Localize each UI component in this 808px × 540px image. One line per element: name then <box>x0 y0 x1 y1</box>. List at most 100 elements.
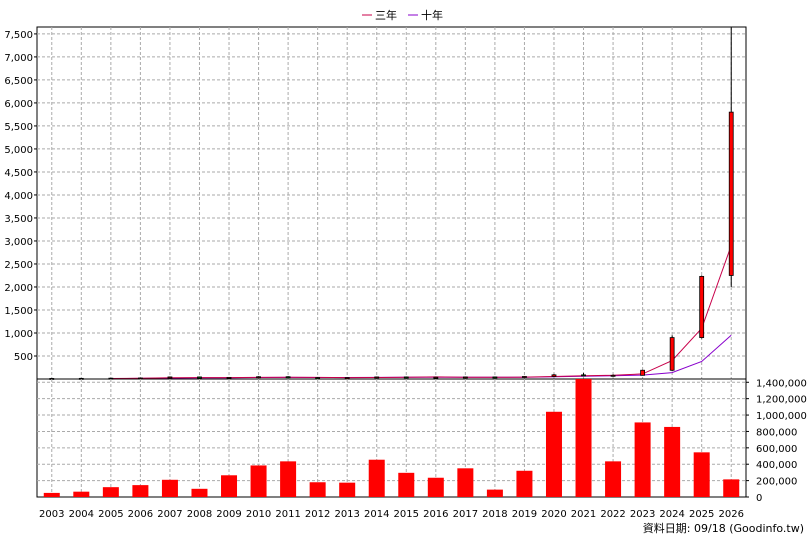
volume-bar <box>280 461 297 497</box>
volume-tick-label: 600,000 <box>756 444 797 455</box>
volume-tick-label: 800,000 <box>756 427 797 438</box>
volume-bar <box>693 452 710 497</box>
footer-source: 資料日期: 09/18 (Goodinfo.tw) <box>643 521 804 535</box>
price-tick-label: 7,500 <box>4 30 33 41</box>
x-tick-label: 2004 <box>69 509 94 520</box>
candle-body <box>610 374 616 377</box>
candle-body <box>256 376 261 379</box>
price-tick-label: 2,000 <box>4 283 33 294</box>
volume-bar <box>43 492 60 497</box>
volume-bar <box>339 482 356 497</box>
volume-bar <box>427 477 444 497</box>
candle-body <box>433 376 439 379</box>
volume-bar <box>102 487 119 497</box>
candle-body <box>403 376 409 379</box>
volume-bar <box>634 422 651 497</box>
volume-bar <box>132 485 149 497</box>
x-tick-label: 2026 <box>719 509 744 520</box>
x-axis: 2003 2004 2005 2006 2007 2008 2009 2010 2011 2012… <box>39 509 744 520</box>
moving-average-lines <box>110 245 732 380</box>
volume-tick-label: 200,000 <box>756 477 797 488</box>
volume-bar <box>457 468 474 497</box>
x-tick-label: 2017 <box>453 509 478 520</box>
x-tick-label: 2006 <box>128 509 153 520</box>
candle-body <box>728 111 734 276</box>
volume-tick-label: 1,400,000 <box>756 378 807 389</box>
price-tick-label: 5,000 <box>4 145 33 156</box>
price-tick-label: 3,000 <box>4 237 33 248</box>
volume-bar <box>161 479 178 497</box>
x-tick-label: 2021 <box>571 509 596 520</box>
price-y-axis: 500 1,000 1,500 2,000 2,500 3,000 3,500 4,000 4,… <box>4 30 37 363</box>
volume-bar <box>398 472 415 497</box>
volume-bar <box>191 488 208 497</box>
legend: 三年 十年 <box>362 8 443 22</box>
volume-bar <box>73 491 90 497</box>
x-tick-label: 2023 <box>630 509 655 520</box>
candle-body <box>551 374 557 377</box>
x-tick-label: 2010 <box>246 509 271 520</box>
x-tick-label: 2008 <box>187 509 212 520</box>
volume-tick-label: 1,000,000 <box>756 411 807 422</box>
candle-body <box>699 275 705 338</box>
volume-grid <box>37 379 746 497</box>
price-tick-label: 4,000 <box>4 191 33 202</box>
x-tick-label: 2022 <box>600 509 625 520</box>
x-tick-label: 2024 <box>659 509 684 520</box>
price-tick-label: 6,000 <box>4 99 33 110</box>
volume-bar <box>605 461 622 497</box>
x-tick-label: 2009 <box>216 509 241 520</box>
x-tick-label: 2018 <box>482 509 507 520</box>
candle-body <box>581 374 586 377</box>
volume-bar <box>221 475 238 497</box>
price-tick-label: 2,500 <box>4 260 33 271</box>
price-tick-label: 500 <box>14 352 33 363</box>
candle-body <box>344 377 350 380</box>
volume-tick-label: 400,000 <box>756 460 797 471</box>
candle-body <box>374 376 380 379</box>
volume-tick-label: 1,200,000 <box>756 395 807 406</box>
volume-bars <box>43 379 740 497</box>
price-tick-label: 6,500 <box>4 76 33 87</box>
legend-label-ma10: 十年 <box>421 8 443 22</box>
volume-bar <box>664 426 681 497</box>
volume-panel-frame <box>36 378 747 498</box>
x-tick-label: 2014 <box>364 509 389 520</box>
volume-bar <box>516 470 533 497</box>
volume-y-axis: 0 200,000 400,000 600,000 800,000 1,000,000 1,… <box>746 378 807 504</box>
candle-body <box>226 376 232 379</box>
x-tick-label: 2003 <box>39 509 64 520</box>
legend-label-ma3: 三年 <box>375 8 397 22</box>
ma3-line <box>110 245 732 379</box>
x-tick-label: 2025 <box>689 509 714 520</box>
volume-bar <box>545 411 562 497</box>
price-grid <box>37 27 746 379</box>
volume-tick-label: 0 <box>756 493 762 504</box>
x-tick-label: 2016 <box>423 509 448 520</box>
x-tick-label: 2015 <box>394 509 419 520</box>
candle-body <box>492 376 498 379</box>
x-tick-label: 2013 <box>334 509 359 520</box>
volume-bar <box>723 479 740 497</box>
volume-bar <box>368 459 385 497</box>
price-tick-label: 4,500 <box>4 168 33 179</box>
x-tick-label: 2007 <box>157 509 182 520</box>
x-tick-label: 2019 <box>512 509 537 520</box>
x-tick-label: 2012 <box>305 509 330 520</box>
price-tick-label: 1,000 <box>4 329 33 340</box>
volume-bar <box>309 482 326 497</box>
candle-body <box>285 376 291 379</box>
x-tick-label: 2005 <box>98 509 123 520</box>
candle-body <box>640 369 646 376</box>
ma10-line <box>110 334 732 380</box>
candle-body <box>197 376 202 379</box>
candle-body <box>462 376 468 379</box>
price-tick-label: 7,000 <box>4 53 33 64</box>
volume-bar <box>250 465 267 497</box>
price-tick-label: 3,500 <box>4 214 33 225</box>
price-tick-label: 5,500 <box>4 122 33 133</box>
candle-body <box>167 376 173 379</box>
price-tick-label: 1,500 <box>4 306 33 317</box>
